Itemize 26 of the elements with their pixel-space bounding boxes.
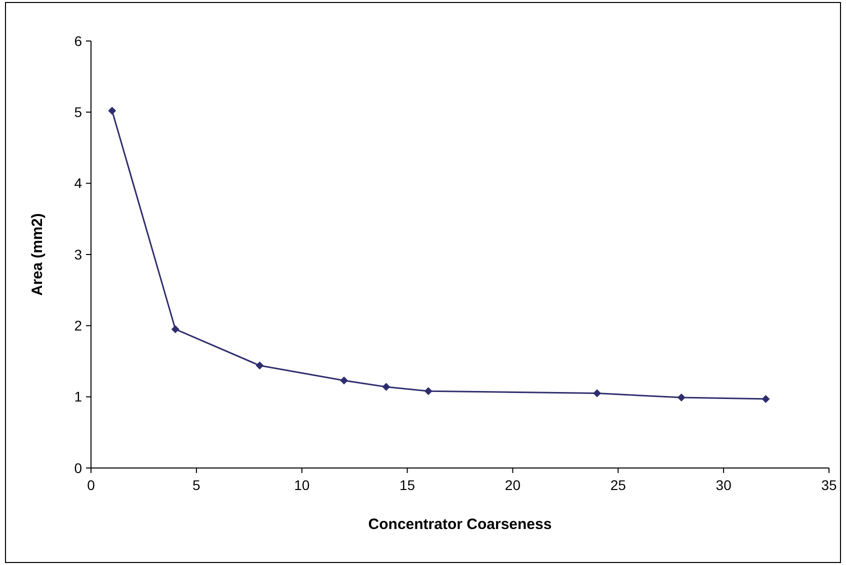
point: [171, 325, 180, 334]
x-axis-title: Concentrator Coarseness: [368, 516, 552, 533]
x-tick-label: 30: [716, 477, 732, 493]
x-tick-label: 5: [192, 477, 201, 493]
y-tick-label: 5: [74, 104, 82, 120]
x-tick-label: 20: [504, 477, 521, 493]
point: [382, 382, 390, 391]
point: [677, 394, 686, 402]
point: [593, 389, 602, 398]
y-tick-label: 4: [74, 175, 82, 192]
y-tick-label: 2: [74, 318, 82, 334]
y-tick-label: 6: [74, 32, 82, 49]
x-tick-label: 35: [821, 477, 837, 493]
y-tick-label: 0: [74, 460, 82, 476]
y-tick-label: 1: [74, 388, 82, 405]
x-tick-label: 10: [294, 477, 310, 493]
x-tick-label: 15: [399, 477, 416, 493]
x-tick-label: 0: [87, 477, 96, 493]
point: [256, 362, 264, 370]
y-axis-title: Area (mm2): [29, 213, 46, 296]
point: [424, 387, 432, 396]
point: [108, 106, 116, 115]
point: [762, 394, 770, 403]
x-tick-label: 25: [610, 477, 626, 493]
y-tick-label: 3: [74, 246, 82, 262]
point: [340, 376, 348, 384]
